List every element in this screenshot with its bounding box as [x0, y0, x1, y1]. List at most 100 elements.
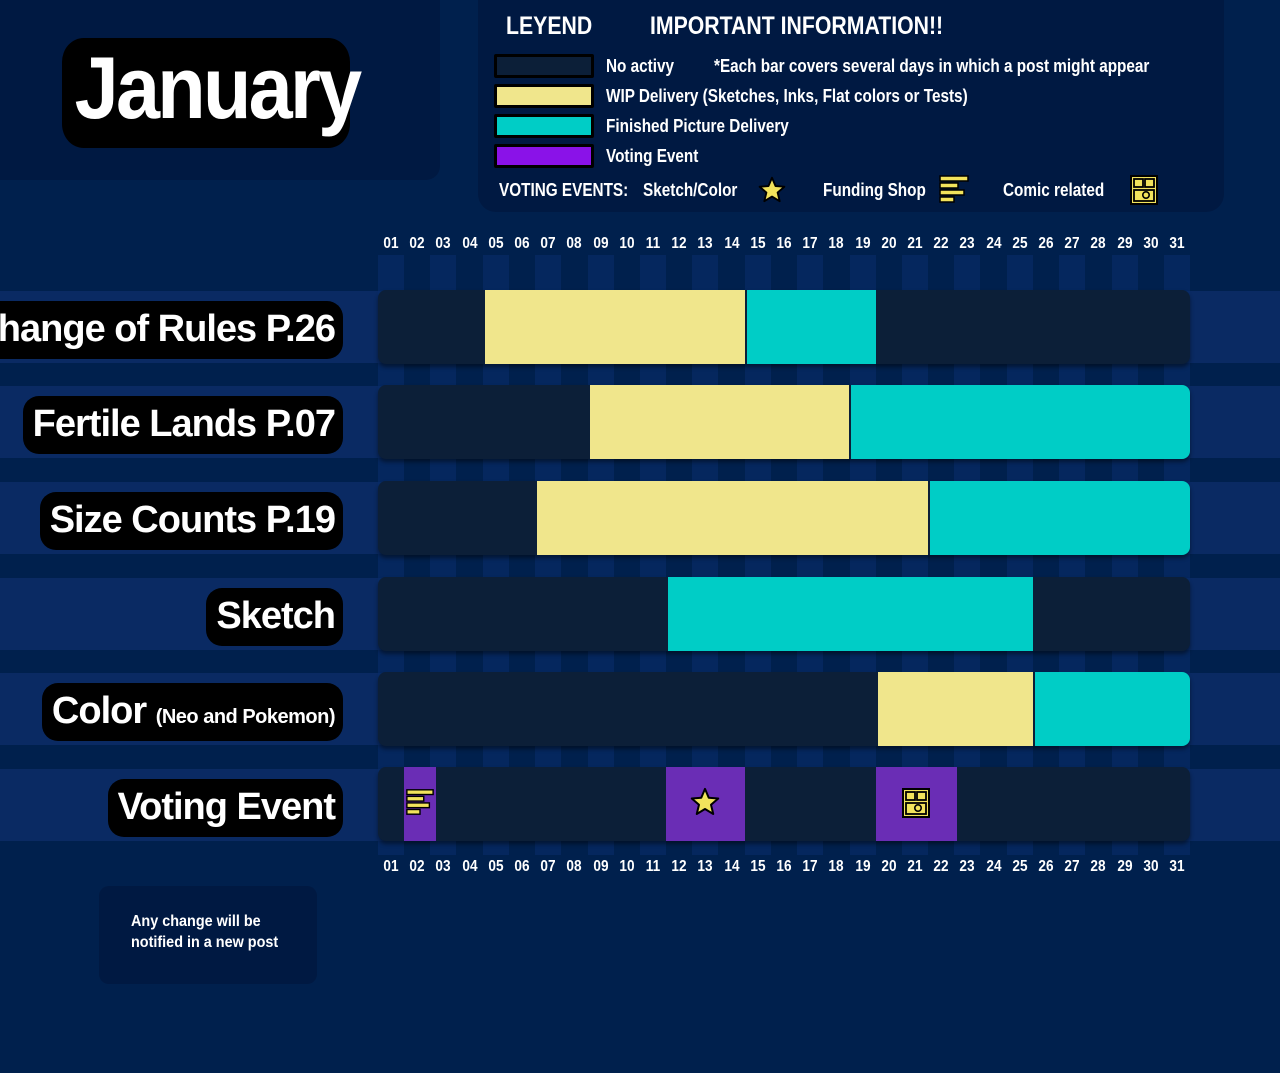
day-label: 23	[959, 858, 975, 875]
legend-swatch-vote	[494, 144, 594, 168]
day-label: 18	[828, 235, 844, 252]
title-panel: January	[0, 0, 440, 180]
bars-icon	[405, 787, 435, 822]
row-label-sketch: Sketch	[206, 588, 343, 646]
day-label: 06	[514, 858, 530, 875]
day-label: 21	[907, 235, 923, 252]
day-label: 08	[566, 858, 582, 875]
timeline-track	[378, 481, 1190, 555]
day-label: 05	[488, 858, 504, 875]
row-label-color-note: (Neo and Pokemon)	[155, 706, 336, 728]
day-label: 24	[985, 235, 1002, 252]
notice-panel: Any change will be notified in a new pos…	[99, 886, 317, 984]
day-label: 27	[1064, 235, 1080, 252]
day-label: 14	[724, 235, 740, 252]
day-label: 19	[855, 235, 871, 252]
timeline-track	[378, 385, 1190, 459]
segment-finished	[928, 481, 1190, 555]
day-label: 28	[1090, 235, 1106, 252]
day-label: 20	[881, 235, 897, 252]
segment-finished	[849, 385, 1190, 459]
day-label: 20	[881, 858, 897, 875]
day-label: 29	[1116, 858, 1133, 875]
legend-swatch-wip	[494, 84, 594, 108]
day-label: 14	[724, 858, 740, 875]
day-label: 31	[1169, 235, 1185, 252]
day-label: 29	[1116, 235, 1133, 252]
day-label: 25	[1012, 858, 1028, 875]
day-label: 13	[697, 858, 713, 875]
legend-swatch-none	[494, 54, 594, 78]
day-label: 03	[435, 235, 452, 252]
day-label: 24	[985, 858, 1002, 875]
segment-finished	[666, 577, 1033, 651]
day-label: 11	[645, 235, 661, 252]
day-label: 04	[462, 858, 478, 875]
day-label: 15	[750, 858, 766, 875]
day-label: 01	[383, 858, 399, 875]
segment-wip	[535, 481, 929, 555]
day-label: 19	[855, 858, 871, 875]
legend-panel: LEYEND IMPORTANT INFORMATION!! No activy…	[478, 0, 1224, 212]
day-label: 09	[593, 858, 609, 875]
day-label: 25	[1012, 235, 1028, 252]
legend-label-wip: WIP Delivery (Sketches, Inks, Flat color…	[606, 86, 968, 106]
day-label: 06	[514, 235, 530, 252]
segment-wip	[482, 290, 745, 364]
day-label: 22	[933, 235, 949, 252]
star-icon	[758, 176, 786, 203]
timeline-track	[378, 290, 1190, 364]
row-label-size-counts: Size Counts P.19	[39, 492, 343, 550]
legend-label-vote: Voting Event	[606, 146, 699, 166]
segment-wip	[587, 385, 850, 459]
comic-icon	[901, 787, 931, 824]
day-label: 05	[488, 235, 504, 252]
row-label-voting-event: Voting Event	[107, 779, 343, 837]
day-label: 02	[409, 235, 425, 252]
important-heading: IMPORTANT INFORMATION!!	[650, 12, 944, 40]
month-title: January	[62, 38, 362, 148]
day-label: 07	[540, 858, 556, 875]
timeline-track	[378, 672, 1190, 746]
day-label: 18	[828, 858, 844, 875]
day-label: 02	[409, 858, 425, 875]
day-label: 26	[1038, 235, 1054, 252]
segment-wip	[875, 672, 1033, 746]
star-icon	[690, 787, 720, 822]
day-label: 03	[435, 858, 452, 875]
day-label: 30	[1143, 235, 1159, 252]
day-label: 28	[1090, 858, 1106, 875]
day-label: 16	[776, 858, 792, 875]
day-label: 26	[1038, 858, 1054, 875]
day-label: 27	[1064, 858, 1080, 875]
segment-finished	[744, 290, 876, 364]
row-label-color: Color (Neo and Pokemon)	[41, 683, 343, 741]
legend-label-finished: Finished Picture Delivery	[606, 116, 789, 136]
day-label: 31	[1169, 858, 1185, 875]
day-label: 09	[593, 235, 609, 252]
segment-finished	[1032, 672, 1190, 746]
voting-events-label: VOTING EVENTS:	[499, 180, 629, 200]
day-label: 12	[671, 858, 687, 875]
legend-swatch-finished	[494, 114, 594, 138]
day-label: 07	[540, 235, 556, 252]
voting-type-funding-shop: Funding Shop	[823, 180, 926, 200]
notice-line-2: notified in a new post	[131, 934, 279, 951]
day-label: 13	[697, 235, 713, 252]
day-label: 17	[802, 235, 818, 252]
legend-heading: LEYEND	[506, 12, 593, 40]
timeline-track	[378, 577, 1190, 651]
row-label-change-of-rules: Change of Rules P.26	[0, 301, 343, 359]
notice-line-1: Any change will be	[131, 913, 261, 930]
voting-type-sketch-color: Sketch/Color	[643, 180, 738, 200]
day-label: 22	[933, 858, 949, 875]
day-label: 30	[1143, 858, 1159, 875]
day-label: 15	[750, 235, 766, 252]
day-label: 21	[907, 858, 923, 875]
row-label-fertile-lands: Fertile Lands P.07	[22, 396, 343, 454]
day-axis-bottom: 01 02 03 04 05 06 07 08 09 10 11 12 13 14 15 16 17 18 19 20…	[378, 858, 1190, 882]
legend-note: *Each bar covers several days in which a…	[714, 56, 1150, 76]
timeline-track	[378, 767, 1190, 841]
comic-icon	[1130, 175, 1158, 205]
day-label: 01	[383, 235, 399, 252]
